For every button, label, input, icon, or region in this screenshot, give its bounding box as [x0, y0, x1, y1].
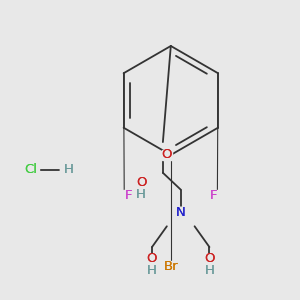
- Bar: [147, 266, 157, 276]
- Bar: [162, 149, 172, 161]
- Text: H: H: [205, 264, 214, 278]
- Bar: [176, 207, 186, 218]
- Bar: [208, 190, 218, 201]
- Bar: [64, 164, 74, 175]
- Text: Cl: Cl: [25, 163, 38, 176]
- Text: H: H: [147, 264, 157, 278]
- Text: F: F: [124, 189, 132, 202]
- Text: O: O: [147, 253, 157, 266]
- Text: H: H: [64, 163, 74, 176]
- Text: Br: Br: [164, 260, 178, 273]
- Text: O: O: [162, 148, 172, 161]
- Bar: [147, 254, 157, 264]
- Text: Br: Br: [164, 260, 178, 273]
- Text: F: F: [124, 189, 132, 202]
- Text: N: N: [176, 206, 186, 219]
- Text: H: H: [205, 264, 214, 278]
- Text: O: O: [204, 253, 215, 266]
- Text: H: H: [136, 188, 146, 201]
- Text: F: F: [210, 189, 217, 202]
- Text: O: O: [136, 176, 146, 189]
- Bar: [163, 262, 179, 272]
- Bar: [205, 266, 214, 276]
- Text: O: O: [162, 148, 172, 161]
- Text: H: H: [147, 264, 157, 278]
- Bar: [136, 177, 146, 188]
- Text: H: H: [136, 188, 146, 201]
- Text: H: H: [64, 163, 74, 176]
- Bar: [205, 254, 214, 264]
- Text: N: N: [176, 206, 186, 219]
- Text: F: F: [210, 189, 217, 202]
- Bar: [23, 164, 39, 175]
- Text: Cl: Cl: [25, 163, 38, 176]
- Bar: [123, 190, 133, 201]
- Bar: [136, 189, 146, 200]
- Text: O: O: [147, 253, 157, 266]
- Text: O: O: [136, 176, 146, 189]
- Text: O: O: [204, 253, 215, 266]
